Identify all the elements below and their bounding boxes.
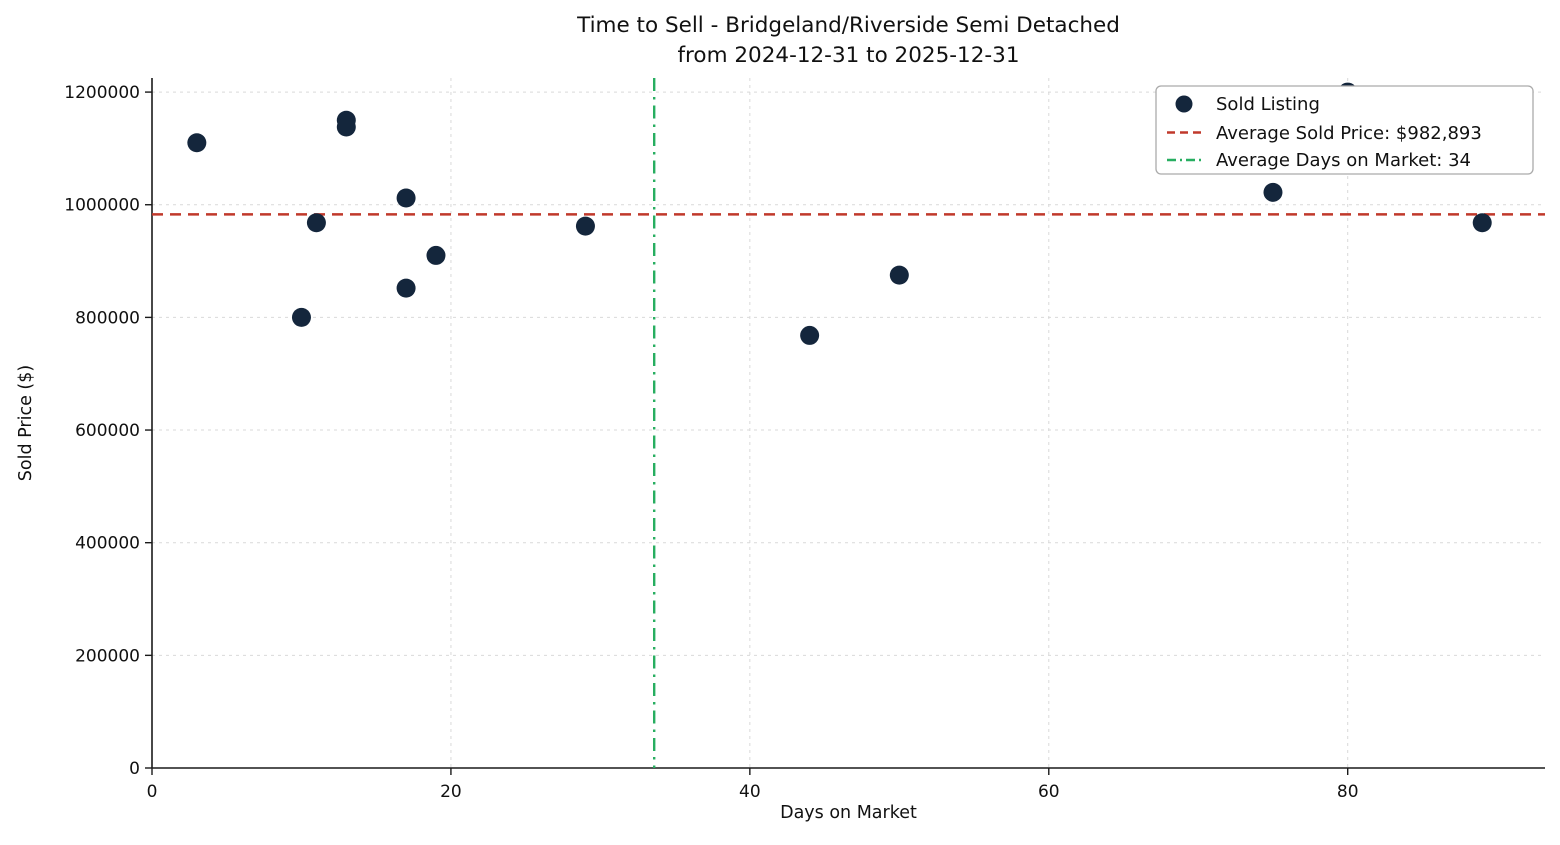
- scatter-point: [800, 325, 820, 345]
- y-tick-label: 1000000: [64, 196, 140, 216]
- scatter-point: [396, 188, 416, 208]
- scatter-point: [575, 216, 595, 236]
- chart-title-line2: from 2024-12-31 to 2025-12-31: [677, 43, 1020, 68]
- y-axis-label: Sold Price ($): [16, 364, 36, 482]
- x-tick-label: 20: [440, 782, 462, 802]
- chart-title: Time to Sell - Bridgeland/Riverside Semi…: [152, 11, 1545, 71]
- y-tick-label: 0: [129, 759, 140, 779]
- y-tick-label: 1200000: [64, 83, 140, 103]
- y-tick-label: 800000: [75, 308, 140, 328]
- legend-sold-listing-marker: [1175, 95, 1193, 113]
- grid-lines: [151, 78, 1545, 769]
- scatter-point: [889, 265, 909, 285]
- scatter-point: [1263, 182, 1283, 202]
- scatter-point: [396, 278, 416, 298]
- scatter-point: [306, 213, 326, 233]
- y-tick-label: 200000: [75, 646, 140, 666]
- x-axis-label: Days on Market: [780, 803, 917, 823]
- scatter-point: [426, 245, 446, 265]
- legend-box: [1155, 85, 1534, 175]
- x-tick-label: 60: [1038, 782, 1060, 802]
- scatter-point: [291, 307, 311, 327]
- scatter-point: [1472, 213, 1492, 233]
- legend-avg-price-label: Average Sold Price: $982,893: [1216, 123, 1482, 144]
- y-tick-label: 600000: [75, 421, 140, 441]
- x-tick-label: 0: [147, 782, 158, 802]
- tick-labels: 0 20 40 60 80 0 200000 400000 600000 800000 100000…: [64, 83, 1358, 802]
- scatter-point: [336, 117, 356, 137]
- x-tick-label: 80: [1337, 782, 1359, 802]
- legend-avg-days-label: Average Days on Market: 34: [1216, 150, 1471, 171]
- scatter-points: [187, 82, 1492, 345]
- legend-sold-listing-label: Sold Listing: [1216, 94, 1320, 115]
- legend: Sold Listing Average Sold Price: $982,893…: [1155, 85, 1534, 175]
- y-tick-label: 400000: [75, 534, 140, 554]
- scatter-point: [187, 133, 207, 153]
- chart-title-line1: Time to Sell - Bridgeland/Riverside Semi…: [577, 13, 1120, 38]
- x-tick-label: 40: [739, 782, 761, 802]
